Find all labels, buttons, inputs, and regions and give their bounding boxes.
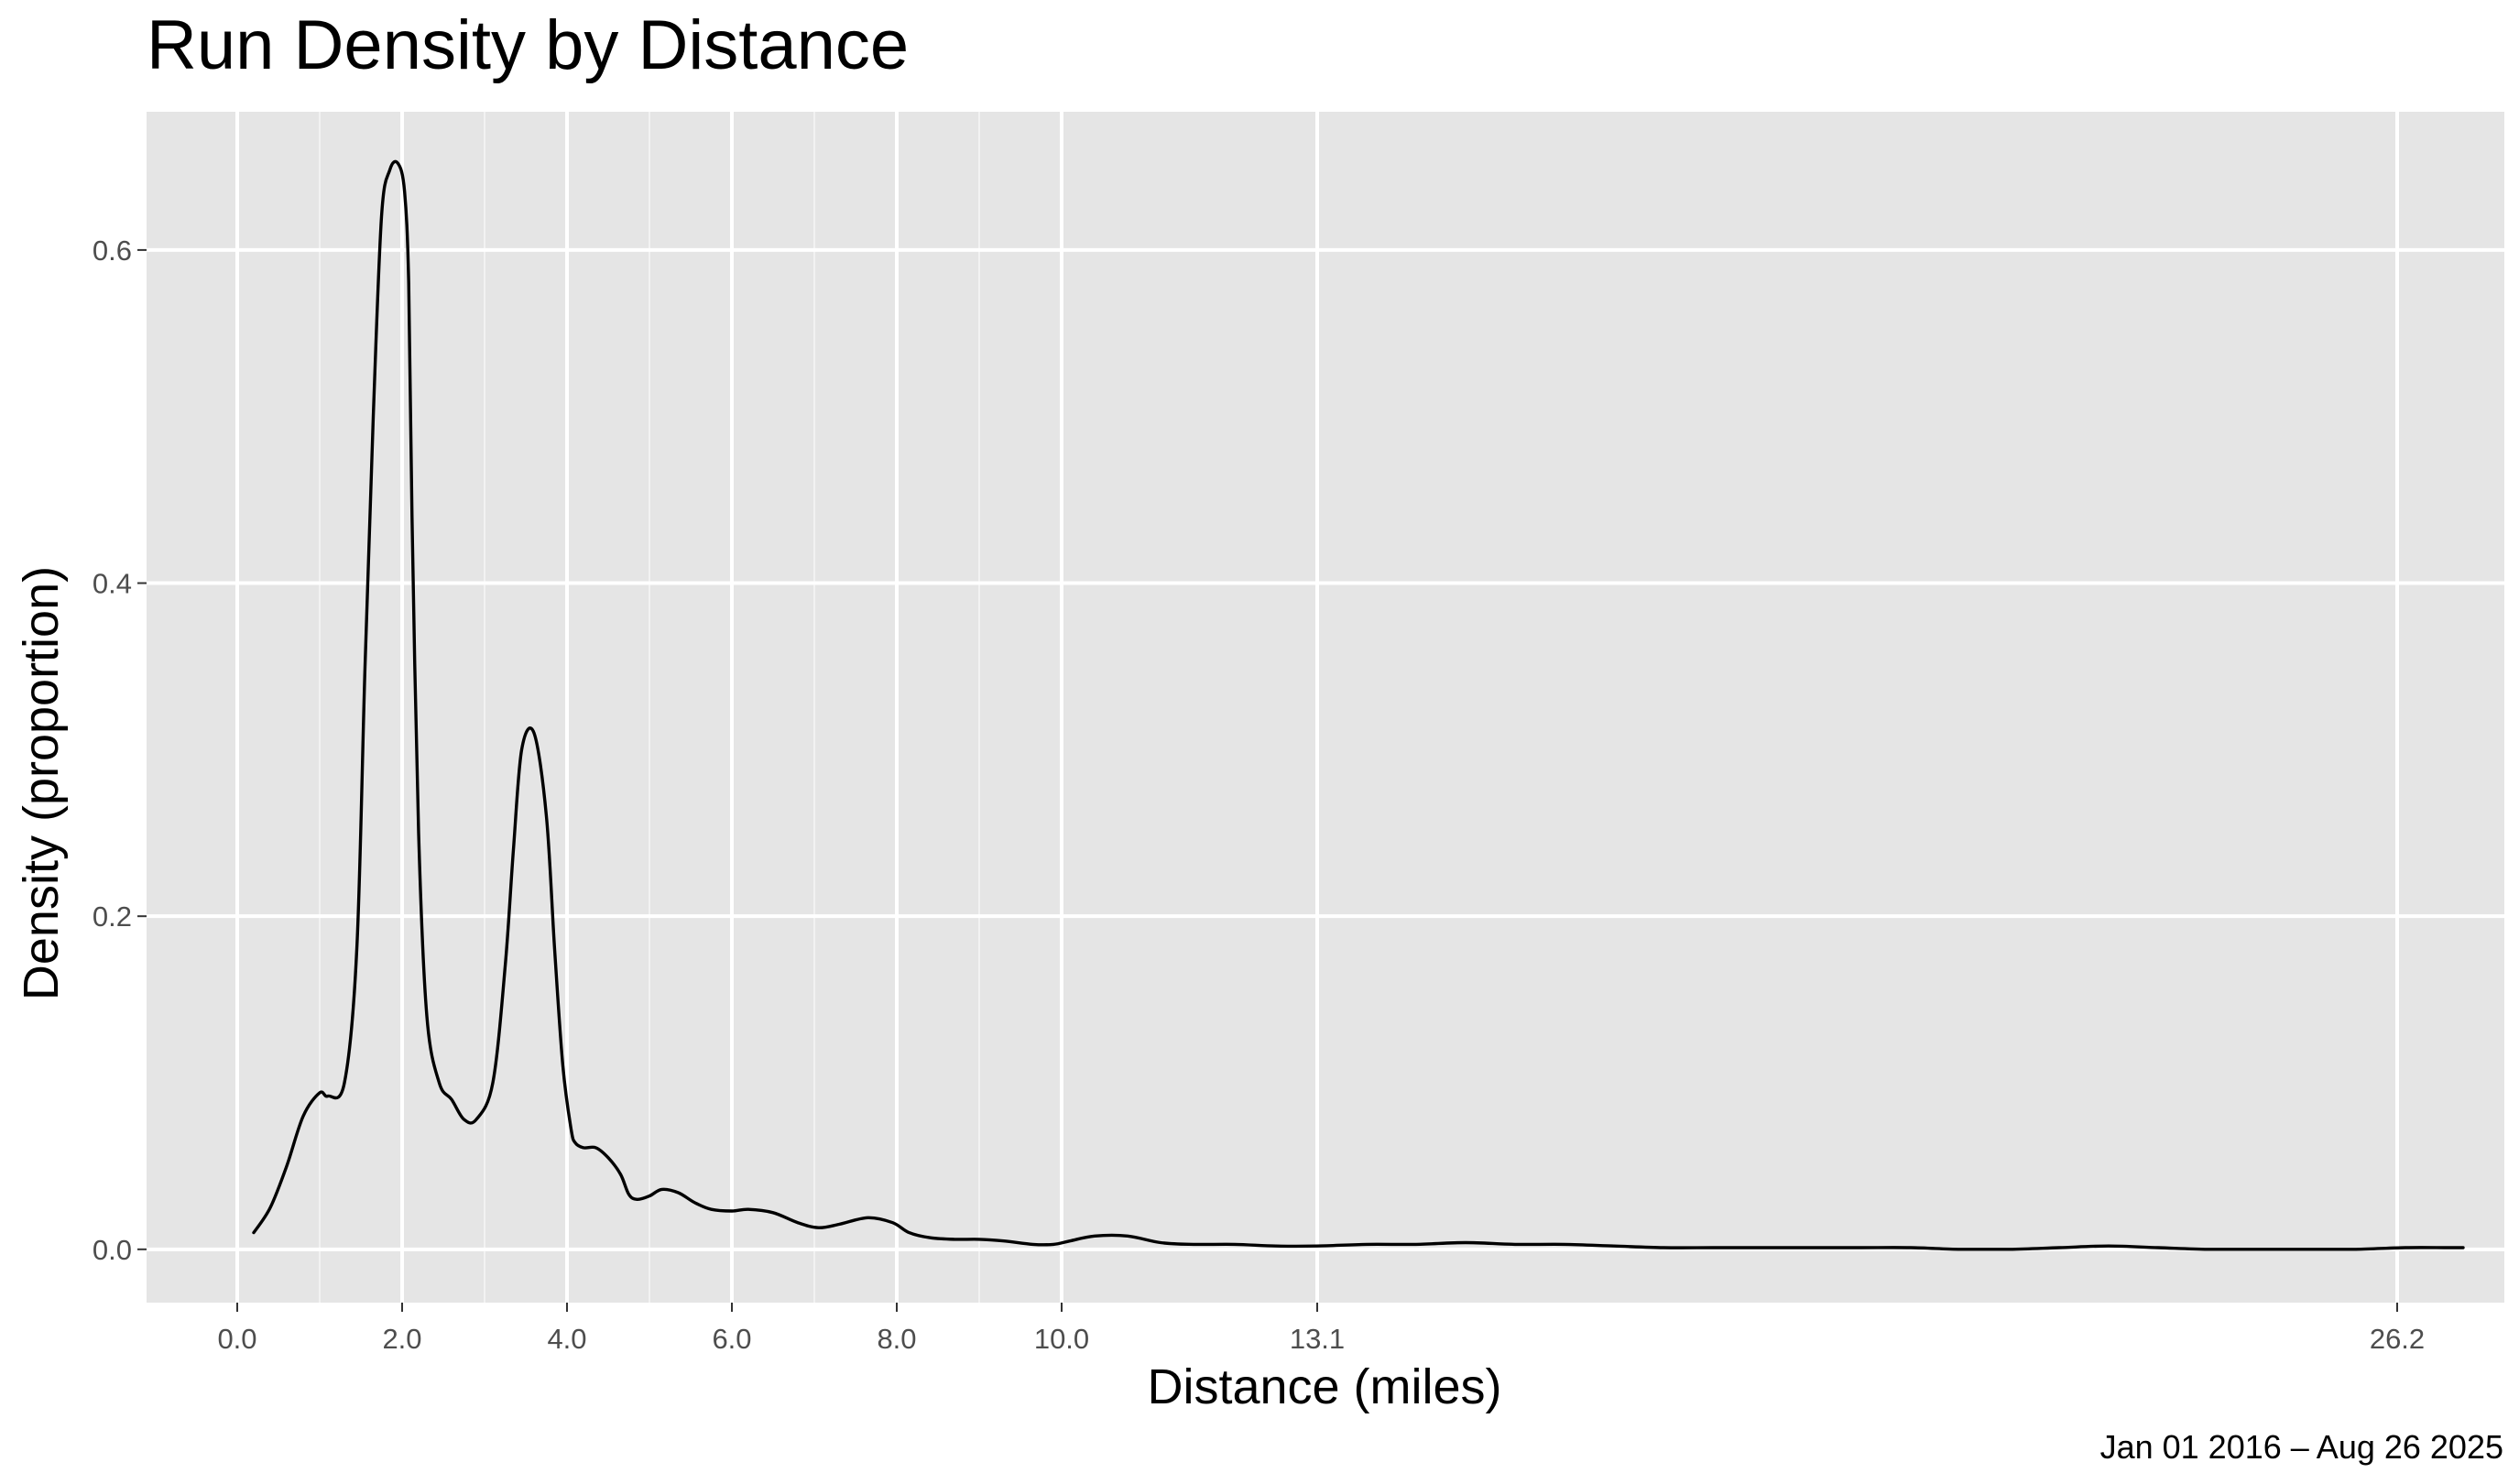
x-axis-label: Distance (miles) <box>1147 1359 1501 1414</box>
grid-lines <box>147 112 2504 1303</box>
x-tick-label: 0.0 <box>217 1323 256 1355</box>
density-line <box>252 159 2465 1251</box>
x-tick-label: 6.0 <box>712 1323 751 1355</box>
series-layer <box>252 159 2465 1251</box>
axis-ticks: 0.0 2.0 4.0 6.0 8.0 10.0 13.1 26.2 0.0 0.2 0.4 0.6 <box>93 235 2425 1355</box>
y-axis-label: Density (proportion) <box>14 566 69 1000</box>
x-tick-label: 13.1 <box>1290 1323 1345 1355</box>
x-tick-label: 4.0 <box>547 1323 586 1355</box>
chart-caption: Jan 01 2016 – Aug 26 2025 <box>2100 1428 2503 1466</box>
x-tick-label: 2.0 <box>382 1323 421 1355</box>
y-tick-label: 0.6 <box>93 235 132 267</box>
x-tick-label: 26.2 <box>2370 1323 2425 1355</box>
y-tick-label: 0.4 <box>93 568 132 600</box>
x-tick-label: 8.0 <box>877 1323 916 1355</box>
x-tick-label: 10.0 <box>1034 1323 1089 1355</box>
y-tick-label: 0.2 <box>93 900 132 933</box>
plot-panel <box>147 112 2504 1303</box>
chart-title: Run Density by Distance <box>147 6 909 84</box>
y-tick-label: 0.0 <box>93 1234 132 1266</box>
